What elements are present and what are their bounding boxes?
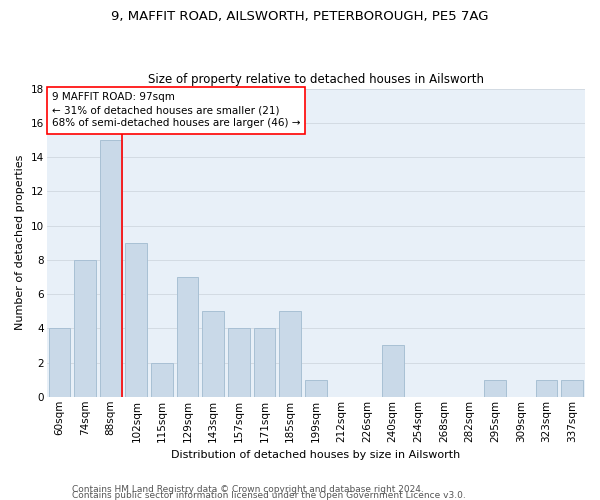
Bar	[561, 380, 583, 397]
Text: 9, MAFFIT ROAD, AILSWORTH, PETERBOROUGH, PE5 7AG: 9, MAFFIT ROAD, AILSWORTH, PETERBOROUGH,…	[111, 10, 489, 23]
Text: Contains public sector information licensed under the Open Government Licence v3: Contains public sector information licen…	[72, 490, 466, 500]
Bar	[228, 328, 250, 397]
Title: Size of property relative to detached houses in Ailsworth: Size of property relative to detached ho…	[148, 73, 484, 86]
Bar	[305, 380, 326, 397]
Bar	[202, 311, 224, 397]
Bar	[177, 277, 199, 397]
Text: 9 MAFFIT ROAD: 97sqm
← 31% of detached houses are smaller (21)
68% of semi-detac: 9 MAFFIT ROAD: 97sqm ← 31% of detached h…	[52, 92, 300, 128]
Y-axis label: Number of detached properties: Number of detached properties	[15, 155, 25, 330]
Bar	[151, 362, 173, 397]
Bar	[100, 140, 122, 397]
Bar	[125, 242, 147, 397]
Bar	[74, 260, 96, 397]
Bar	[49, 328, 70, 397]
Bar	[536, 380, 557, 397]
Bar	[254, 328, 275, 397]
Bar	[484, 380, 506, 397]
Bar	[382, 346, 404, 397]
X-axis label: Distribution of detached houses by size in Ailsworth: Distribution of detached houses by size …	[171, 450, 460, 460]
Bar	[279, 311, 301, 397]
Text: Contains HM Land Registry data © Crown copyright and database right 2024.: Contains HM Land Registry data © Crown c…	[72, 484, 424, 494]
